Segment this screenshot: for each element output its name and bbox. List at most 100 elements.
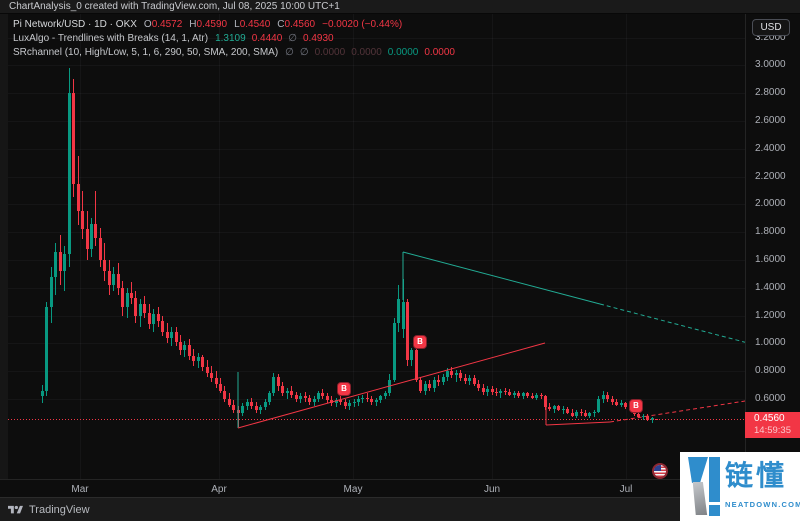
candle — [152, 314, 155, 324]
symbol-title: Pi Network/USD · 1D · OKX — [13, 19, 137, 30]
candle — [491, 389, 494, 393]
indicator-value: 0.0000 — [351, 47, 382, 58]
grid-line-horizontal — [8, 343, 745, 345]
candle — [535, 394, 538, 398]
grid-line-vertical — [219, 14, 220, 479]
candle-wick — [456, 369, 457, 383]
candle — [615, 401, 618, 405]
candle — [620, 403, 623, 405]
last-price-line — [8, 419, 745, 420]
grid-line-horizontal — [8, 148, 745, 150]
candle — [335, 400, 338, 404]
indicator-value: ∅ — [285, 47, 294, 58]
price-tick-label: 1.4000 — [755, 281, 786, 293]
candle — [197, 357, 200, 362]
candle — [446, 371, 449, 377]
candle — [642, 415, 645, 418]
candle — [77, 183, 80, 212]
ohlc-open: O0.4572 — [143, 19, 183, 30]
chart-pane[interactable]: B B B — [0, 0, 745, 479]
currency-toggle-button[interactable]: USD — [752, 19, 790, 36]
ohlc-high: H0.4590 — [189, 19, 228, 30]
candle — [357, 399, 360, 402]
indicator-value: 0.4930 — [303, 33, 334, 44]
window-title: ChartAnalysis_0 created with TradingView… — [9, 1, 340, 12]
candle — [348, 403, 351, 406]
candle-wick — [549, 403, 550, 412]
price-tick-label: 1.8000 — [755, 226, 786, 238]
candle — [339, 400, 342, 402]
time-tick-label: Mar — [71, 484, 89, 495]
candle — [86, 229, 89, 249]
candle — [232, 404, 235, 411]
indicator-name: SRchannel (10, High/Low, 5, 1, 6, 290, 5… — [13, 47, 279, 58]
price-tick-label: 3.2000 — [755, 31, 786, 43]
candle — [45, 307, 48, 391]
symbol-legend-row[interactable]: Pi Network/USD · 1D · OKX O0.4572 H0.459… — [13, 19, 455, 30]
candle — [264, 401, 267, 408]
candle — [161, 321, 164, 333]
candle — [170, 332, 173, 338]
candle — [281, 386, 284, 394]
candle — [210, 372, 213, 379]
candle-wick — [643, 414, 644, 420]
candle-wick — [287, 387, 288, 399]
candle — [99, 237, 102, 260]
price-tick-label: 2.0000 — [755, 198, 786, 210]
candle — [361, 397, 364, 399]
grid-line-horizontal — [8, 287, 745, 289]
neatdown-logo-icon — [688, 457, 722, 516]
price-tick-label: 3.0000 — [755, 59, 786, 71]
grid-line-horizontal — [8, 93, 745, 95]
tradingview-brand-link[interactable]: TradingView — [29, 503, 90, 516]
candle — [593, 411, 596, 413]
candle — [508, 392, 511, 395]
price-tick-label: 2.2000 — [755, 170, 786, 182]
last-price-value: 0.4560 — [754, 413, 785, 424]
candle-wick — [594, 410, 595, 418]
candle — [410, 350, 413, 361]
grid-line-horizontal — [8, 176, 745, 178]
candle — [250, 401, 253, 406]
candle — [72, 93, 75, 184]
candle — [206, 367, 209, 373]
candle-wick — [367, 393, 368, 402]
candle — [428, 383, 431, 388]
price-tick-label: 2.8000 — [755, 87, 786, 99]
candle — [255, 405, 258, 411]
price-axis[interactable]: 3.2000 3.0000 2.8000 2.6000 2.4000 2.2000 2.00… — [745, 14, 800, 479]
candle — [326, 396, 329, 401]
grid-line-horizontal — [8, 37, 745, 39]
indicator-row-srchannel[interactable]: SRchannel (10, High/Low, 5, 1, 6, 290, 5… — [13, 47, 455, 58]
candle — [183, 344, 186, 351]
indicator-value: 0.0000 — [387, 47, 419, 58]
candle — [486, 389, 489, 393]
candle — [477, 383, 480, 388]
candle — [103, 260, 106, 272]
candle — [370, 399, 373, 402]
grid-line-vertical — [80, 14, 81, 479]
watermark-domain-text: NEATDOWN.COM — [725, 500, 800, 509]
neatdown-watermark[interactable]: 链懂 NEATDOWN.COM — [680, 452, 800, 521]
candle — [268, 393, 271, 402]
candle — [522, 393, 525, 397]
candle — [219, 383, 222, 391]
candle — [397, 298, 400, 323]
candle — [379, 396, 382, 401]
indicator-values: ∅ ∅ 0.0000 0.0000 0.0000 0.0000 — [285, 47, 455, 58]
time-axis[interactable]: Mar Apr May Jun Jul — [0, 479, 800, 497]
break-label: B — [413, 335, 427, 349]
candle — [179, 342, 182, 351]
grid-line-horizontal — [8, 232, 745, 234]
indicator-value: 0.4440 — [251, 33, 283, 44]
candle — [321, 393, 324, 397]
candle — [433, 379, 436, 388]
indicator-row-luxalgo[interactable]: LuxAlgo - Trendlines with Breaks (14, 1,… — [13, 33, 455, 44]
candle — [228, 399, 231, 405]
candle — [473, 378, 476, 384]
indicator-name: LuxAlgo - Trendlines with Breaks (14, 1,… — [13, 33, 209, 44]
candle — [241, 405, 244, 413]
price-tick-label: 1.6000 — [755, 254, 786, 265]
time-tick-label: Jul — [619, 484, 633, 495]
candle — [424, 383, 427, 391]
